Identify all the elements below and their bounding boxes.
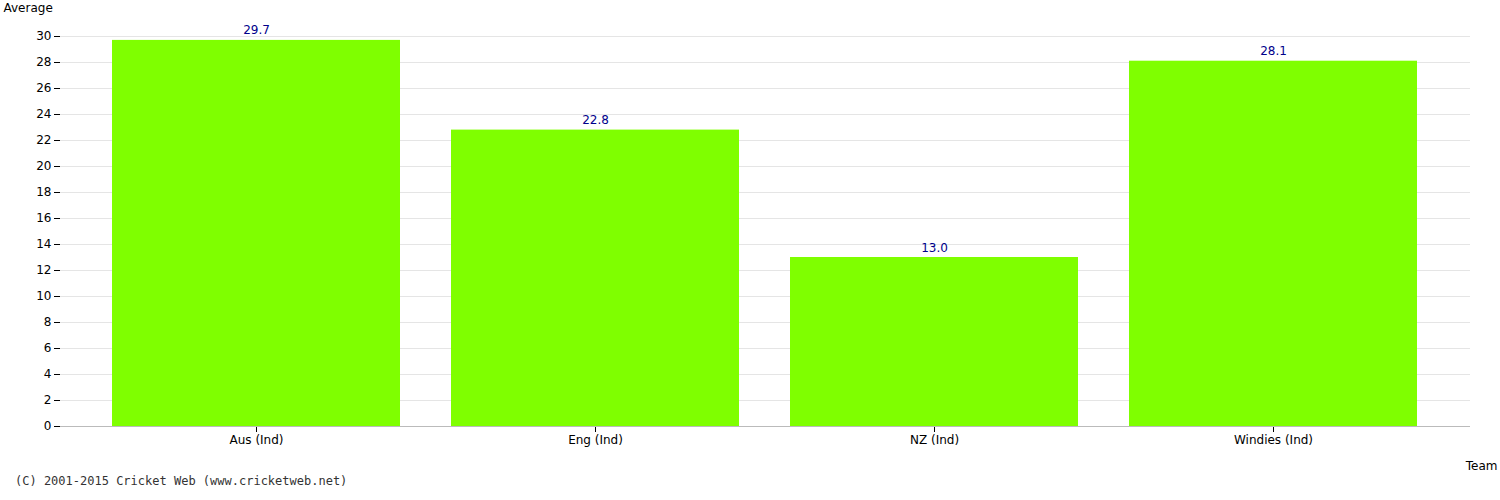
svg-text:22: 22 bbox=[36, 133, 51, 147]
svg-text:28.1: 28.1 bbox=[1260, 44, 1287, 58]
svg-text:16: 16 bbox=[36, 211, 51, 225]
svg-text:20: 20 bbox=[36, 159, 51, 173]
svg-text:24: 24 bbox=[36, 107, 51, 121]
html-text:(C) 2001-2015 Cricket Web (www: (C) 2001-2015 Cricket Web (www.cricketwe… bbox=[15, 474, 348, 488]
svg-text:26: 26 bbox=[36, 81, 51, 95]
svg-text:14: 14 bbox=[36, 237, 51, 251]
svg-text:12: 12 bbox=[36, 263, 51, 277]
svg-text:Average: Average bbox=[4, 1, 53, 15]
svg-text:NZ (Ind): NZ (Ind) bbox=[910, 433, 959, 447]
svg-text:Windies (Ind): Windies (Ind) bbox=[1234, 433, 1313, 447]
svg-text:18: 18 bbox=[36, 185, 51, 199]
svg-text:Aus (Ind): Aus (Ind) bbox=[229, 433, 283, 447]
svg-text:Team: Team bbox=[1465, 459, 1498, 473]
svg-text:22.8: 22.8 bbox=[582, 113, 609, 127]
svg-text:6: 6 bbox=[44, 341, 52, 355]
svg-text:0: 0 bbox=[44, 419, 52, 433]
svg-text:Eng (Ind): Eng (Ind) bbox=[568, 433, 623, 447]
svg-text:13.0: 13.0 bbox=[921, 241, 948, 255]
svg-text:4: 4 bbox=[44, 367, 52, 381]
svg-text:29.7: 29.7 bbox=[243, 23, 270, 37]
svg-text:30: 30 bbox=[36, 29, 51, 43]
svg-text:28: 28 bbox=[36, 55, 51, 69]
svg-text:10: 10 bbox=[36, 289, 51, 303]
svg-text:8: 8 bbox=[44, 315, 52, 329]
svg-text:2: 2 bbox=[44, 393, 52, 407]
